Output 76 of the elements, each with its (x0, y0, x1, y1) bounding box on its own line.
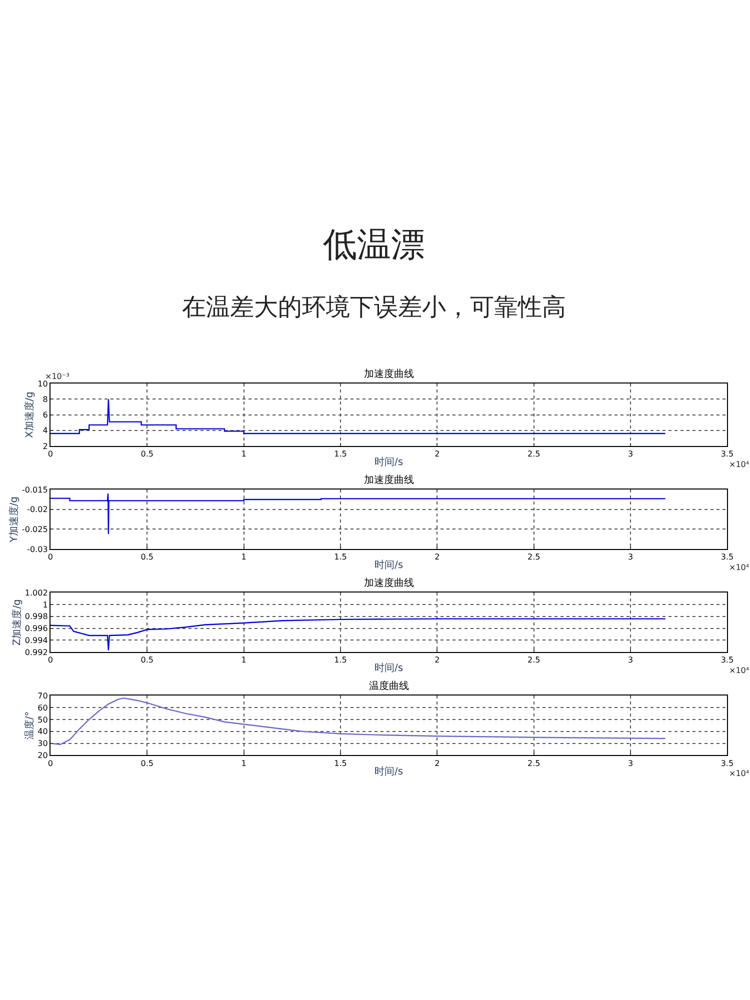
x-axis-title: 时间/s (374, 662, 404, 674)
y-tick-label: 10 (38, 379, 48, 388)
y-tick-label: 0.998 (24, 612, 48, 622)
x-tick-label: 1.5 (334, 552, 347, 562)
x-tick-label: 2.5 (527, 552, 540, 562)
x-tick-label: 3 (628, 656, 634, 665)
y-tick-label: 2 (42, 442, 48, 451)
y-axis-title: 温度/° (24, 711, 36, 740)
y-tick-label: -0.03 (27, 544, 48, 554)
chart-title: 加速度曲线 (364, 577, 414, 589)
y-tick-label: 70 (38, 692, 48, 701)
y-tick-label: 30 (38, 739, 48, 748)
x-axis-title: 时间/s (374, 765, 404, 778)
y-tick-label: 50 (38, 715, 48, 724)
x-tick-label: 0 (48, 758, 53, 768)
x-tick-label: 2 (434, 656, 440, 665)
y-tick-label: -0.025 (22, 525, 48, 534)
chart-title: 加速度曲线 (364, 368, 414, 380)
x-tick-label: 1 (241, 758, 246, 768)
x-tick-label: 0.5 (140, 450, 154, 459)
text: 低温漂 (323, 225, 425, 265)
x-tick-label: 3.5 (720, 758, 734, 768)
x-tick-label: 2 (434, 552, 440, 562)
line-series (50, 398, 666, 434)
x-tick-label: 1.5 (334, 758, 347, 768)
line-series (50, 492, 666, 535)
x-tick-label: 1 (241, 450, 246, 459)
x-tick-label: 1 (241, 656, 246, 665)
y-axis-title: Y加速度/g (8, 496, 20, 544)
x-tick-label: 3 (628, 758, 634, 768)
x-axis-title: 时间/s (374, 559, 404, 572)
x-tick-label: 2 (434, 758, 440, 768)
y-tick-label: 20 (38, 750, 48, 760)
x-tick-label: 1.5 (334, 656, 347, 665)
y-tick-label: 60 (38, 703, 48, 712)
y-tick-label: 8 (42, 394, 48, 404)
x-tick-label: 1 (241, 552, 246, 562)
y-tick-label: 0.994 (24, 636, 48, 646)
chart-title: 加速度曲线 (364, 474, 414, 486)
y-tick-label: 1.002 (24, 588, 48, 598)
x-tick-label: 3 (628, 552, 634, 562)
x-tick-label: 0 (48, 450, 53, 459)
x-tick-label: 1.5 (334, 450, 347, 459)
x-tick-label: 0.5 (140, 552, 154, 562)
x-tick-label: 2 (434, 450, 440, 459)
x-tick-label: 0 (48, 552, 53, 562)
text: ×10⁴ (729, 769, 750, 778)
x-axis-title: 时间/s (374, 456, 404, 468)
text: ×10⁴ (729, 563, 750, 572)
line-series (50, 698, 666, 746)
x-tick-label: 3.5 (720, 552, 734, 562)
y-tick-label: 40 (38, 727, 48, 736)
y-axis-title: Z加速度/g (10, 599, 23, 646)
y-tick-label: -0.02 (27, 505, 48, 514)
x-tick-label: 0.5 (140, 656, 154, 665)
x-tick-label: 0.5 (140, 758, 154, 768)
text: ×10⁻³ (45, 372, 70, 381)
y-tick-label: 6 (42, 410, 48, 420)
x-tick-label: 2.5 (527, 656, 540, 665)
y-tick-label: 0.996 (24, 624, 48, 634)
y-tick-label: 0.992 (24, 648, 48, 657)
x-tick-label: 3.5 (720, 450, 734, 459)
y-tick-label: -0.015 (22, 485, 48, 494)
line-series (50, 618, 666, 651)
chart-title: 温度曲线 (369, 680, 409, 692)
x-tick-label: 2.5 (527, 758, 540, 768)
text: 在温差大的环境下误差小，可靠性高 (182, 293, 566, 321)
x-tick-label: 0 (48, 656, 53, 665)
text: ×10⁴ (729, 666, 750, 675)
y-axis-title: X加速度/g (24, 391, 36, 438)
y-tick-label: 1 (42, 600, 48, 610)
x-tick-label: 2.5 (527, 450, 540, 459)
x-tick-label: 3.5 (720, 656, 734, 665)
text: ×10⁴ (729, 460, 750, 469)
x-tick-label: 3 (628, 450, 634, 459)
y-tick-label: 4 (42, 426, 48, 436)
